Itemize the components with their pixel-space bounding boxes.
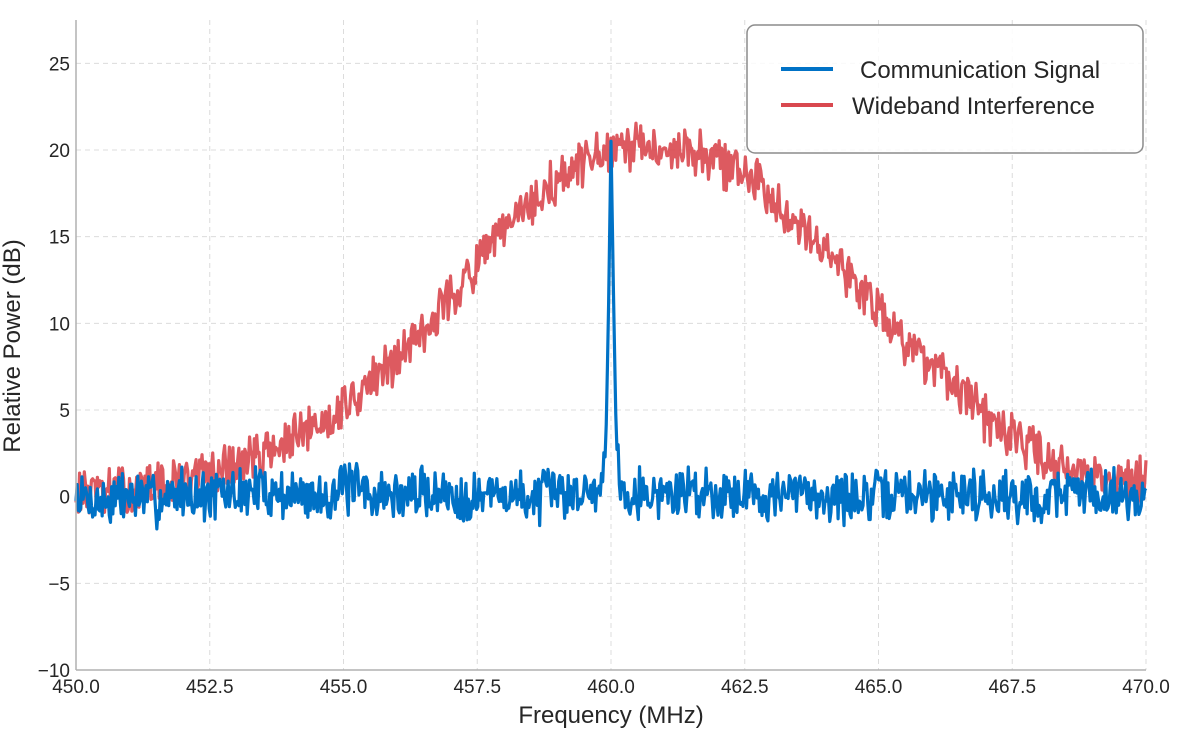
legend-label-wideband-interference: Wideband Interference xyxy=(852,93,1095,120)
y-axis-label: Relative Power (dB) xyxy=(0,239,26,452)
series-line-communication-signal xyxy=(74,139,1148,531)
x-tick-label: 457.5 xyxy=(453,677,501,698)
x-tick-label: 460.0 xyxy=(587,677,635,698)
y-tick-label: 15 xyxy=(49,228,70,249)
x-axis-label: Frequency (MHz) xyxy=(518,702,703,729)
tick-layer: 450.0 452.5 455.0 457.5 460.0 462.5 465.0 467.5… xyxy=(38,54,1170,698)
y-tick-label: 10 xyxy=(49,314,70,335)
x-tick-label: 455.0 xyxy=(320,677,368,698)
x-tick-label: 450.0 xyxy=(52,677,100,698)
x-tick-label: 462.5 xyxy=(721,677,769,698)
y-tick-label: 0 xyxy=(59,488,70,509)
y-tick-label: −10 xyxy=(38,661,70,682)
y-tick-label: 5 xyxy=(59,401,70,422)
legend-frame xyxy=(746,24,1144,154)
series-layer xyxy=(74,121,1148,531)
axes-layer xyxy=(75,20,1146,671)
legend: Communication Signal Wideband Interferen… xyxy=(746,24,1144,154)
x-tick-label: 470.0 xyxy=(1122,677,1170,698)
y-tick-label: 25 xyxy=(49,54,70,75)
y-tick-label: −5 xyxy=(48,574,70,595)
x-tick-label: 465.0 xyxy=(855,677,903,698)
legend-label-communication-signal: Communication Signal xyxy=(860,57,1100,84)
x-tick-label: 467.5 xyxy=(988,677,1036,698)
x-tick-label: 452.5 xyxy=(186,677,234,698)
y-tick-label: 20 xyxy=(49,141,70,162)
series-line-wideband-interference xyxy=(74,121,1148,515)
